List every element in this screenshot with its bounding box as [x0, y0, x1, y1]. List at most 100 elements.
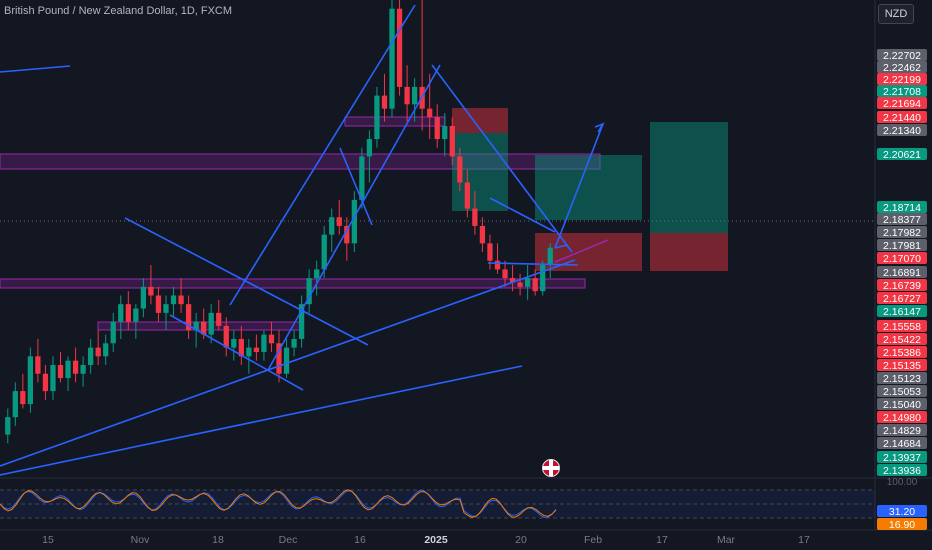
trend-line — [267, 64, 441, 371]
rsi-ma-label-bg — [877, 518, 927, 530]
trend-line — [0, 65, 71, 73]
candle-body — [449, 126, 455, 157]
price-label-bg — [877, 385, 927, 397]
candle-body — [464, 182, 470, 209]
price-label: 2.18714 — [883, 202, 921, 214]
candle-body — [148, 286, 154, 296]
candle-body — [509, 278, 516, 283]
price-label: 2.16891 — [883, 267, 921, 279]
candle-body — [329, 217, 335, 235]
price-label-bg — [877, 333, 927, 345]
price-label-bg — [877, 372, 927, 384]
candle-body — [35, 356, 41, 374]
price-label-bg — [877, 85, 927, 97]
candle-body — [238, 338, 244, 357]
candle-body — [12, 391, 18, 418]
candle-body — [163, 304, 169, 313]
candle-body — [336, 217, 342, 226]
price-label-bg — [877, 201, 927, 213]
price-label-bg — [877, 292, 927, 304]
trend-line — [487, 262, 579, 266]
candle-body — [389, 8, 395, 109]
candle-body — [208, 312, 214, 335]
price-label: 2.13937 — [883, 452, 921, 464]
candle-body — [50, 365, 56, 392]
uk-flag-icon — [542, 459, 560, 477]
price-label: 2.16739 — [883, 280, 921, 292]
price-label: 2.16147 — [883, 306, 921, 318]
price-label-bg — [877, 213, 927, 225]
stop-zone — [650, 233, 728, 271]
price-label-bg — [877, 111, 927, 123]
candle-body — [321, 234, 327, 270]
price-label-bg — [877, 61, 927, 73]
time-tick-label: 17 — [656, 534, 668, 546]
price-label-bg — [877, 320, 927, 332]
candle-body — [72, 360, 79, 374]
price-label: 2.14829 — [883, 425, 921, 437]
price-label-bg — [877, 464, 927, 476]
price-label-bg — [877, 424, 927, 436]
price-label-bg — [877, 305, 927, 317]
price-label: 2.13936 — [883, 465, 921, 477]
candle-body — [185, 304, 192, 331]
candle-body — [216, 312, 222, 326]
candle-body — [502, 269, 508, 279]
candle-body — [427, 108, 433, 118]
price-label: 2.22462 — [883, 62, 921, 74]
candle-body — [524, 278, 531, 287]
price-label: 2.17981 — [883, 240, 921, 252]
candle-body — [291, 338, 297, 348]
price-label: 2.15135 — [883, 360, 921, 372]
currency-button[interactable]: NZD — [878, 4, 914, 24]
price-label: 2.15123 — [883, 373, 921, 385]
candle-body — [314, 269, 320, 279]
candle-body — [381, 95, 388, 109]
time-tick-label: 2025 — [424, 534, 448, 546]
time-tick-label: Nov — [131, 534, 150, 546]
candle-body — [155, 295, 162, 313]
candle-body — [532, 278, 538, 292]
price-label: 2.15053 — [883, 386, 921, 398]
price-label-bg — [877, 148, 927, 160]
candle-body — [306, 278, 312, 305]
trend-line — [229, 4, 416, 306]
candle-body — [125, 304, 131, 322]
trend-line — [554, 244, 568, 249]
time-tick-label: 18 — [212, 534, 224, 546]
chart-title: British Pound / New Zealand Dollar, 1D, … — [4, 5, 233, 17]
time-tick-label: Dec — [279, 534, 298, 546]
candle-body — [27, 356, 34, 405]
price-label-bg — [877, 226, 927, 238]
price-label: 2.18377 — [883, 214, 921, 226]
candle-body — [442, 126, 448, 140]
candle-body — [118, 304, 124, 322]
price-label: 2.21694 — [883, 98, 921, 110]
support-zone — [0, 153, 601, 170]
candle-body — [20, 391, 26, 405]
candle-body — [411, 86, 418, 105]
price-label: 2.21340 — [883, 125, 921, 137]
candle-body — [246, 347, 252, 357]
candle-body — [42, 373, 49, 392]
candle-body — [170, 295, 177, 305]
candle-body — [434, 117, 440, 140]
trend-line — [339, 147, 373, 226]
rsi-label-bg — [877, 505, 927, 517]
candle-body — [487, 243, 493, 261]
price-label: 2.15040 — [883, 399, 921, 411]
trend-line — [431, 64, 573, 253]
candle-body — [351, 199, 357, 244]
rsi-ma-line — [0, 489, 557, 518]
candle-body — [80, 365, 86, 374]
purple-line — [554, 239, 609, 263]
price-label: 2.15386 — [883, 347, 921, 359]
price-label-bg — [877, 239, 927, 251]
candle-body — [540, 265, 546, 292]
candle-body — [110, 321, 116, 344]
candle-body — [133, 308, 139, 322]
time-tick-label: 16 — [354, 534, 366, 546]
candle-body — [344, 225, 350, 244]
